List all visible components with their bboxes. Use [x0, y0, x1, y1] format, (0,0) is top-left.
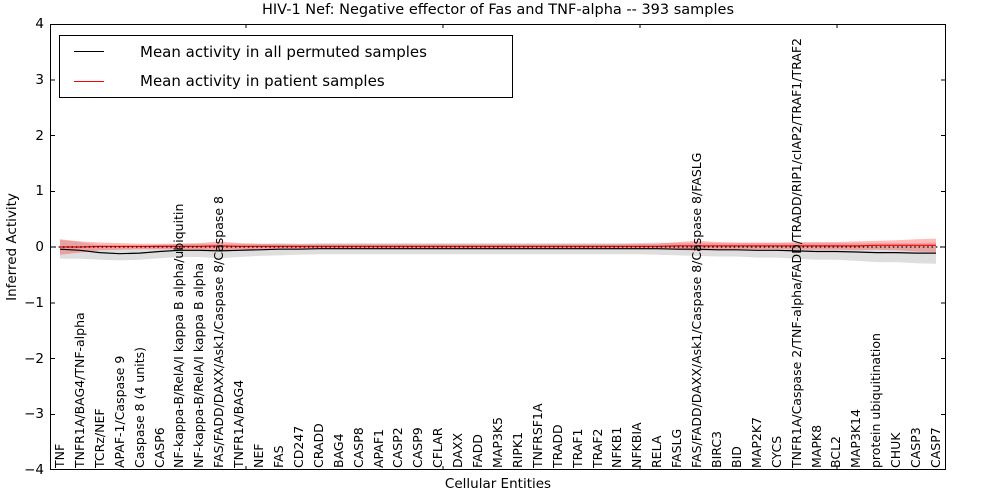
- x-tick-label: FAS/FADD/DAXX/Ask1/Caspase 8/Caspase 8: [211, 195, 227, 468]
- patient-line-swatch: [74, 80, 104, 82]
- legend-item-patient: Mean activity in patient samples: [60, 67, 512, 95]
- x-tick-label: MAP3K5: [490, 417, 505, 468]
- x-tick-label: NFKB1: [609, 426, 625, 468]
- x-tick-label: TNFRSF1A: [529, 403, 545, 469]
- legend-item-permuted: Mean activity in all permuted samples: [60, 38, 512, 66]
- x-tick-label: TRAF2: [589, 428, 605, 468]
- x-tick-label: FASLG: [669, 428, 685, 468]
- x-tick-label: NF-kappa-B/RelA/I kappa B alpha/ubiquiti…: [171, 203, 187, 468]
- x-tick-label: TNF: [51, 443, 67, 468]
- legend: Mean activity in all permuted samples Me…: [59, 35, 513, 98]
- x-tick-label: FAS/FADD/DAXX/Ask1/Caspase 8/Caspase 8/F…: [689, 152, 705, 468]
- x-tick-label: CRADD: [310, 423, 326, 468]
- x-tick-label: CASP7: [928, 427, 944, 468]
- x-tick-label: BCL2: [828, 435, 844, 468]
- x-tick-label: protein ubiquitination: [868, 333, 884, 468]
- x-tick-label: FADD: [470, 434, 486, 468]
- y-tick-label: −2: [24, 350, 44, 367]
- x-tick-label: FAS: [270, 445, 286, 468]
- mean-line-0: [59, 248, 936, 255]
- x-tick-label: NF-kappa-B/RelA/I kappa B alpha: [191, 262, 207, 468]
- x-tick-label: TRAF1: [569, 428, 585, 468]
- x-tick-label: CHUK: [888, 432, 904, 468]
- x-tick-label: CASP2: [390, 427, 406, 468]
- x-tick-label: CASP9: [410, 427, 426, 468]
- y-tick-label: −3: [24, 406, 44, 423]
- x-tick-label: BID: [728, 446, 744, 468]
- x-tick-label: RELA: [649, 435, 665, 468]
- y-tick-label: −4: [24, 462, 44, 478]
- x-tick-label: TNFR1A/BAG4/TNF-alpha: [71, 312, 87, 468]
- x-tick-label: TCRz/NEF: [91, 408, 107, 468]
- y-tick-label: 3: [35, 71, 44, 88]
- x-tick-label: BIRC3: [709, 430, 725, 468]
- x-tick-label: CYCS: [768, 435, 784, 468]
- y-tick-label: 0: [35, 239, 44, 255]
- x-tick-label: DAXX: [450, 432, 466, 468]
- x-tick-label: TNFR1A/Caspase 2/TNF-alpha/FADD/TRADD/RI…: [788, 38, 804, 468]
- x-tick-label: APAF-1/Caspase 9: [111, 355, 127, 468]
- x-tick-label: RIPK1: [509, 431, 525, 468]
- x-axis-label: Cellular Entities: [444, 476, 552, 492]
- x-tick-label: CASP3: [908, 427, 924, 468]
- x-tick-label: MAP2K7: [748, 417, 764, 468]
- x-tick-label: CASP6: [151, 427, 167, 468]
- x-tick-label: TRADD: [549, 424, 565, 468]
- plot-area: [50, 24, 946, 470]
- x-tick-label: CASP8: [350, 427, 366, 468]
- y-tick-label: 1: [35, 183, 44, 200]
- x-tick-label: CFLAR: [430, 427, 446, 468]
- x-tick-label: TNFR1A/BAG4: [231, 379, 247, 468]
- legend-label-patient: Mean activity in patient samples: [140, 72, 385, 91]
- x-tick-label: BAG4: [330, 433, 346, 468]
- x-tick-label: NFKBIA: [629, 422, 645, 468]
- x-tick-label: MAP3K14: [848, 409, 864, 468]
- y-tick-label: 2: [35, 127, 44, 144]
- y-tick-label: −1: [24, 294, 44, 311]
- chart-title: HIV-1 Nef: Negative effector of Fas and …: [261, 2, 735, 18]
- x-tick-label: NEF: [251, 443, 267, 468]
- y-tick-label: 4: [35, 16, 44, 32]
- legend-label-permuted: Mean activity in all permuted samples: [140, 42, 427, 61]
- x-tick-label: CD247: [290, 425, 306, 468]
- x-tick-label: APAF1: [370, 429, 386, 468]
- x-tick-label: Caspase 8 (4 units): [131, 346, 147, 468]
- permuted-line-swatch: [74, 51, 104, 53]
- x-tick-label: MAPK8: [808, 424, 824, 468]
